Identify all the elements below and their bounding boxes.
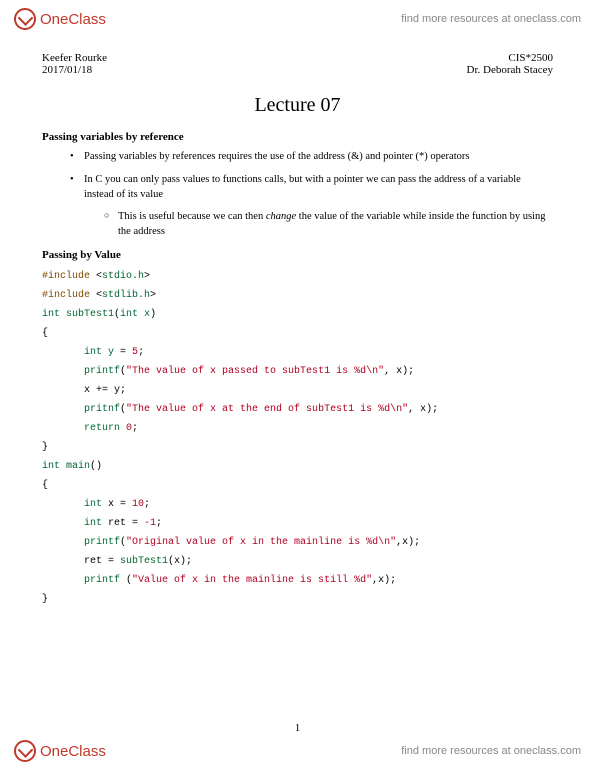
- tok: main: [66, 461, 90, 472]
- tok: int: [84, 518, 108, 529]
- sub-list-item: This is useful because we can then chang…: [104, 209, 553, 239]
- header-row-1: Keefer Rourke CIS*2500: [42, 52, 553, 64]
- tok: (x);: [168, 556, 192, 567]
- tok: =: [120, 347, 132, 358]
- section-heading-1: Passing variables by reference: [42, 131, 553, 143]
- resources-link-bottom[interactable]: find more resources at oneclass.com: [401, 745, 581, 757]
- tok: pritnf: [84, 404, 120, 415]
- tok: ,x);: [396, 537, 420, 548]
- tok: "The value of x at the end of subTest1 i…: [126, 404, 408, 415]
- logo-bottom: OneClass: [14, 740, 106, 762]
- course-code: CIS*2500: [508, 52, 553, 64]
- tok: x =: [108, 499, 132, 510]
- page-content: Keefer Rourke CIS*2500 2017/01/18 Dr. De…: [0, 0, 595, 661]
- logo-text-bottom: OneClass: [40, 743, 106, 760]
- tok: <: [90, 271, 102, 282]
- code-line: int x = 10;: [42, 495, 553, 514]
- logo-top: OneClass: [14, 8, 106, 30]
- tok: return: [84, 423, 126, 434]
- lecture-date: 2017/01/18: [42, 64, 92, 76]
- tok: stdio.h: [102, 271, 144, 282]
- author-name: Keefer Rourke: [42, 52, 107, 64]
- logo-text-top: OneClass: [40, 11, 106, 28]
- tok: "Original value of x in the mainline is …: [126, 537, 396, 548]
- code-line: x += y;: [42, 381, 553, 400]
- code-block: #include <stdio.h> #include <stdlib.h> i…: [42, 267, 553, 609]
- list-item: Passing variables by references requires…: [70, 149, 553, 164]
- tok: , x);: [408, 404, 438, 415]
- tok: stdlib.h: [102, 290, 150, 301]
- tok: ): [150, 309, 156, 320]
- list-item-text: In C you can only pass values to functio…: [84, 174, 521, 200]
- tok: subTest1: [120, 556, 168, 567]
- code-line: {: [42, 476, 553, 495]
- list-item: In C you can only pass values to functio…: [70, 172, 553, 239]
- sub-text-pre: This is useful because we can then: [118, 211, 266, 222]
- sub-text-em: change: [266, 211, 296, 222]
- code-line: pritnf("The value of x at the end of sub…: [42, 400, 553, 419]
- watermark-bottom: OneClass find more resources at oneclass…: [0, 732, 595, 770]
- code-line: }: [42, 438, 553, 457]
- tok: (: [120, 575, 132, 586]
- tok: printf: [84, 575, 120, 586]
- tok: int: [42, 461, 66, 472]
- tok: int: [84, 347, 108, 358]
- tok: int: [120, 309, 144, 320]
- oneclass-logo-icon: [14, 740, 36, 762]
- tok: >: [144, 271, 150, 282]
- tok: -1: [144, 518, 156, 529]
- header-row-2: 2017/01/18 Dr. Deborah Stacey: [42, 64, 553, 76]
- tok: ;: [132, 423, 138, 434]
- code-line: #include <stdlib.h>: [42, 286, 553, 305]
- code-line: {: [42, 324, 553, 343]
- code-line: ret = subTest1(x);: [42, 552, 553, 571]
- tok: ;: [138, 347, 144, 358]
- tok: subTest1: [66, 309, 114, 320]
- tok: "The value of x passed to subTest1 is %d…: [126, 366, 384, 377]
- code-line: printf("Original value of x in the mainl…: [42, 533, 553, 552]
- tok: ;: [156, 518, 162, 529]
- tok: int: [84, 499, 108, 510]
- bullet-list-1: Passing variables by references requires…: [70, 149, 553, 239]
- tok: ret =: [108, 518, 144, 529]
- sub-list: This is useful because we can then chang…: [104, 209, 553, 239]
- tok: ;: [144, 499, 150, 510]
- code-line: printf("The value of x passed to subTest…: [42, 362, 553, 381]
- resources-link-top[interactable]: find more resources at oneclass.com: [401, 13, 581, 25]
- tok: >: [150, 290, 156, 301]
- tok: "Value of x in the mainline is still %d": [132, 575, 372, 586]
- tok: (): [90, 461, 102, 472]
- tok: #include: [42, 290, 90, 301]
- tok: ret =: [84, 556, 120, 567]
- tok: <: [90, 290, 102, 301]
- tok: y: [108, 347, 120, 358]
- code-line: int subTest1(int x): [42, 305, 553, 324]
- tok: #include: [42, 271, 90, 282]
- instructor-name: Dr. Deborah Stacey: [467, 64, 553, 76]
- oneclass-logo-icon: [14, 8, 36, 30]
- code-line: }: [42, 590, 553, 609]
- tok: printf: [84, 366, 120, 377]
- code-line: int y = 5;: [42, 343, 553, 362]
- tok: 10: [132, 499, 144, 510]
- code-line: return 0;: [42, 419, 553, 438]
- page-title: Lecture 07: [42, 94, 553, 117]
- tok: printf: [84, 537, 120, 548]
- tok: ,x);: [372, 575, 396, 586]
- code-line: int main(): [42, 457, 553, 476]
- tok: int: [42, 309, 66, 320]
- watermark-top: OneClass find more resources at oneclass…: [0, 0, 595, 38]
- code-line: printf ("Value of x in the mainline is s…: [42, 571, 553, 590]
- section-heading-2: Passing by Value: [42, 249, 553, 261]
- code-line: #include <stdio.h>: [42, 267, 553, 286]
- code-line: int ret = -1;: [42, 514, 553, 533]
- tok: , x);: [384, 366, 414, 377]
